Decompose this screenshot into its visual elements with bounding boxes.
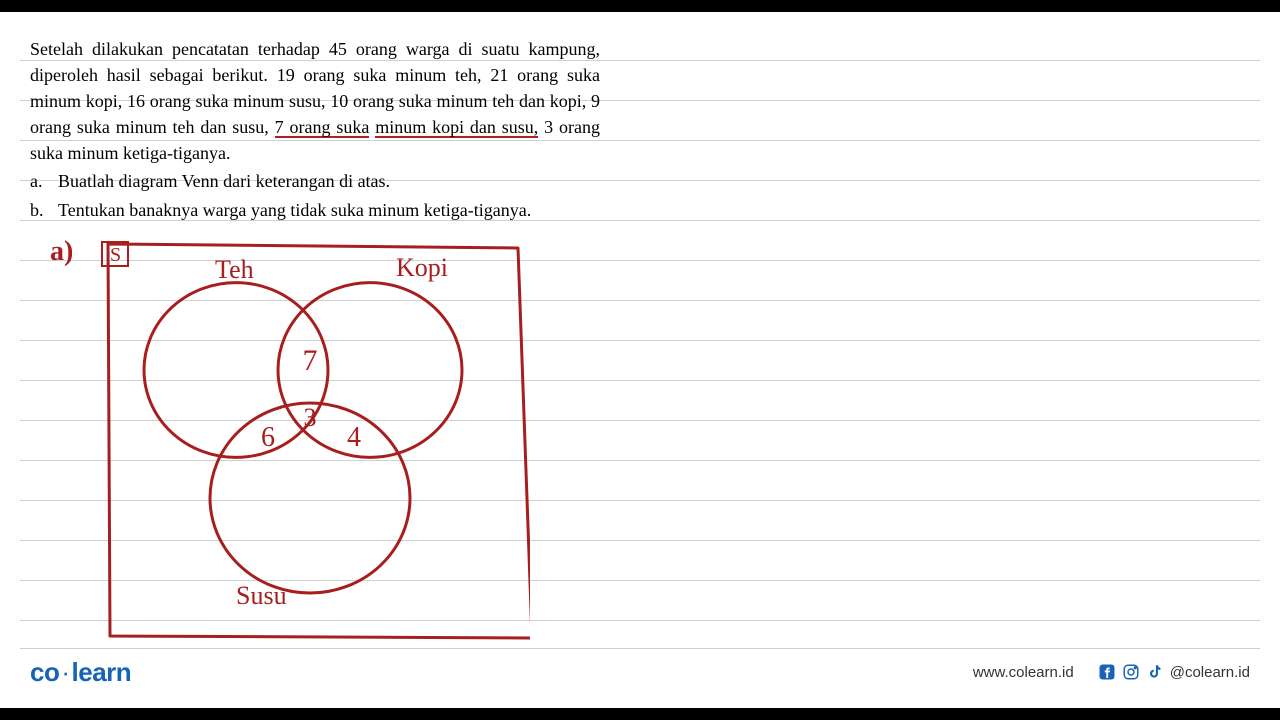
- svg-text:S: S: [110, 244, 121, 266]
- letterbox-bottom: [0, 708, 1280, 720]
- svg-text:4: 4: [347, 422, 361, 453]
- item-a-letter: a.: [30, 168, 58, 194]
- question-item-b: b. Tentukan banaknya warga yang tidak su…: [30, 197, 600, 223]
- footer-website: www.colearn.id: [973, 664, 1074, 681]
- svg-text:7: 7: [303, 344, 318, 377]
- page-content: Setelah dilakukan pencatatan terhadap 45…: [0, 12, 1280, 708]
- footer: co·learn www.colearn.id @colearn.id: [30, 652, 1250, 692]
- svg-text:a): a): [50, 236, 73, 267]
- letterbox-top: [0, 0, 1280, 12]
- question-underlined-2: minum kopi dan susu,: [375, 117, 538, 138]
- svg-text:Kopi: Kopi: [396, 253, 448, 282]
- svg-text:Susu: Susu: [236, 581, 287, 610]
- colearn-logo: co·learn: [30, 657, 131, 688]
- item-b-letter: b.: [30, 197, 58, 223]
- svg-text:6: 6: [261, 422, 275, 453]
- footer-handle: @colearn.id: [1170, 664, 1250, 681]
- svg-text:Teh: Teh: [215, 255, 254, 284]
- facebook-icon: [1098, 663, 1116, 681]
- question-underlined-1: 7 orang suka: [275, 117, 370, 138]
- question-text: Setelah dilakukan pencatatan terhadap 45…: [30, 36, 600, 223]
- item-a-text: Buatlah diagram Venn dari keterangan di …: [58, 168, 390, 194]
- svg-text:3: 3: [304, 403, 317, 432]
- tiktok-icon: [1146, 663, 1164, 681]
- question-item-a: a. Buatlah diagram Venn dari keterangan …: [30, 168, 600, 194]
- instagram-icon: [1122, 663, 1140, 681]
- footer-right: www.colearn.id @colearn.id: [973, 663, 1250, 681]
- venn-diagram: a) S Teh Kopi Susu 7 36 4: [20, 230, 530, 640]
- item-b-text: Tentukan banaknya warga yang tidak suka …: [58, 197, 531, 223]
- footer-social: @colearn.id: [1098, 663, 1250, 681]
